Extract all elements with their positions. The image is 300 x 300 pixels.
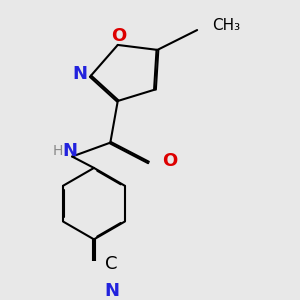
Text: C: C <box>105 255 117 273</box>
Text: N: N <box>72 65 87 83</box>
Text: N: N <box>62 142 77 160</box>
Text: H: H <box>53 144 63 158</box>
Text: O: O <box>111 27 126 45</box>
Text: O: O <box>162 152 178 170</box>
Text: CH₃: CH₃ <box>212 18 240 33</box>
Text: N: N <box>105 282 120 300</box>
